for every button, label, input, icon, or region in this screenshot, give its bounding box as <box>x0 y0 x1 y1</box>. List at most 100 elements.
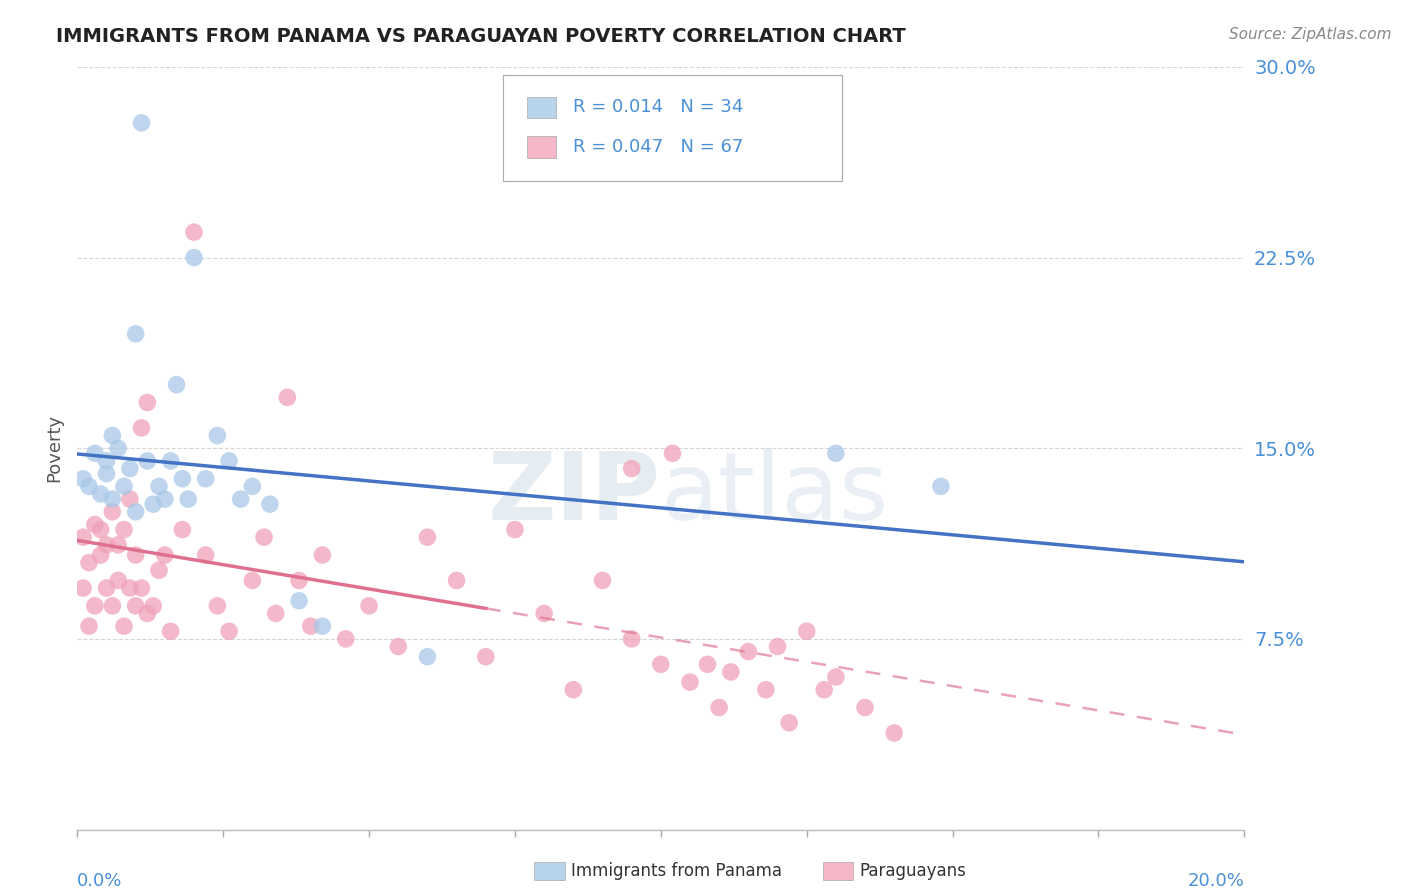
Point <box>107 574 129 588</box>
Point <box>207 428 229 442</box>
Point <box>90 487 112 501</box>
Point <box>153 548 176 562</box>
Point <box>142 497 165 511</box>
Point <box>475 649 498 664</box>
Point <box>562 682 585 697</box>
Point <box>883 726 905 740</box>
Point <box>853 700 876 714</box>
Point <box>90 548 112 562</box>
Point <box>96 538 118 552</box>
Point <box>387 640 409 654</box>
Text: Immigrants from Panama: Immigrants from Panama <box>571 862 782 880</box>
Point <box>72 472 94 486</box>
Text: 20.0%: 20.0% <box>1188 871 1244 889</box>
Point <box>131 116 153 130</box>
Point <box>709 700 731 714</box>
Point <box>142 599 165 613</box>
Point <box>357 599 380 613</box>
Point <box>679 675 702 690</box>
Point <box>737 644 759 658</box>
Point <box>311 619 333 633</box>
Text: ZIP: ZIP <box>488 448 661 540</box>
Point <box>101 491 124 506</box>
Text: R = 0.047   N = 67: R = 0.047 N = 67 <box>574 138 744 156</box>
Point <box>416 530 439 544</box>
Text: R = 0.014   N = 34: R = 0.014 N = 34 <box>574 98 744 116</box>
Point <box>101 505 124 519</box>
Point <box>194 472 217 486</box>
Point <box>661 446 683 460</box>
Point <box>77 479 100 493</box>
Point <box>83 599 105 613</box>
Point <box>96 467 118 481</box>
Point <box>159 624 181 639</box>
Point <box>650 657 672 672</box>
Point <box>207 599 229 613</box>
Bar <box>527 136 555 158</box>
Point <box>796 624 818 639</box>
Point <box>253 530 276 544</box>
Point <box>533 607 555 621</box>
Point <box>112 523 135 537</box>
Point <box>172 523 194 537</box>
Point <box>824 446 846 460</box>
Text: IMMIGRANTS FROM PANAMA VS PARAGUAYAN POVERTY CORRELATION CHART: IMMIGRANTS FROM PANAMA VS PARAGUAYAN POV… <box>56 27 905 45</box>
Text: Paraguayans: Paraguayans <box>859 862 966 880</box>
Text: 0.0%: 0.0% <box>77 871 122 889</box>
Point <box>131 581 153 595</box>
Point <box>620 461 643 475</box>
Point <box>416 649 439 664</box>
Point <box>72 530 94 544</box>
Point <box>264 607 287 621</box>
Point <box>118 581 141 595</box>
Point <box>311 548 333 562</box>
Text: Source: ZipAtlas.com: Source: ZipAtlas.com <box>1229 27 1392 42</box>
Point <box>166 377 188 392</box>
Point <box>96 454 118 468</box>
Point <box>124 548 148 562</box>
Point <box>118 491 141 506</box>
Point <box>218 624 240 639</box>
Point <box>148 563 170 577</box>
Point <box>183 225 205 239</box>
Point <box>131 421 153 435</box>
Point <box>229 491 252 506</box>
Point <box>153 491 176 506</box>
Point <box>813 682 835 697</box>
Point <box>276 391 298 405</box>
Point <box>778 715 800 730</box>
Point <box>183 251 205 265</box>
Point <box>288 594 311 608</box>
Point <box>194 548 217 562</box>
Point <box>766 640 789 654</box>
Point <box>77 619 100 633</box>
Bar <box>527 96 555 118</box>
Point <box>620 632 643 646</box>
Point <box>118 461 141 475</box>
Point <box>107 538 129 552</box>
Point <box>136 607 159 621</box>
Text: atlas: atlas <box>661 448 889 540</box>
Point <box>159 454 181 468</box>
Point <box>101 599 124 613</box>
FancyBboxPatch shape <box>503 75 842 181</box>
Point <box>929 479 952 493</box>
Point <box>124 599 148 613</box>
Point <box>112 619 135 633</box>
Point <box>77 556 100 570</box>
Point <box>72 581 94 595</box>
Point <box>90 523 112 537</box>
Point <box>112 479 135 493</box>
Point <box>720 665 742 679</box>
Point <box>218 454 240 468</box>
Point <box>136 454 159 468</box>
Point <box>592 574 614 588</box>
Point <box>240 574 263 588</box>
Point <box>503 523 526 537</box>
Point <box>124 326 148 341</box>
Point <box>107 441 129 455</box>
Point <box>259 497 281 511</box>
Point <box>136 395 159 409</box>
Point <box>101 428 124 442</box>
Point <box>172 472 194 486</box>
